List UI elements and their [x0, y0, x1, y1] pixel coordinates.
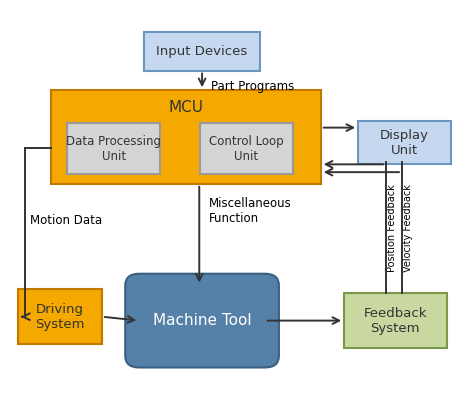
Text: Machine Tool: Machine Tool	[153, 313, 251, 328]
Text: MCU: MCU	[168, 100, 203, 115]
Text: Position Feedback: Position Feedback	[387, 184, 397, 272]
FancyBboxPatch shape	[358, 121, 451, 164]
Text: Miscellaneous
Function: Miscellaneous Function	[209, 197, 292, 225]
Text: Driving
System: Driving System	[35, 303, 85, 331]
Text: Part Programs: Part Programs	[211, 80, 295, 93]
Text: Motion Data: Motion Data	[30, 214, 102, 227]
FancyBboxPatch shape	[67, 123, 160, 174]
FancyBboxPatch shape	[344, 293, 447, 348]
Text: Input Devices: Input Devices	[156, 45, 248, 57]
Text: Feedback
System: Feedback System	[364, 306, 427, 335]
Text: Velocity Feedback: Velocity Feedback	[403, 184, 413, 272]
Text: Display
Unit: Display Unit	[380, 129, 429, 157]
FancyBboxPatch shape	[51, 90, 321, 184]
Text: Control Loop
Unit: Control Loop Unit	[209, 135, 283, 163]
Text: Data Processing
Unit: Data Processing Unit	[66, 135, 161, 163]
FancyBboxPatch shape	[144, 32, 260, 71]
FancyBboxPatch shape	[125, 274, 279, 367]
FancyBboxPatch shape	[200, 123, 293, 174]
FancyBboxPatch shape	[18, 289, 102, 344]
